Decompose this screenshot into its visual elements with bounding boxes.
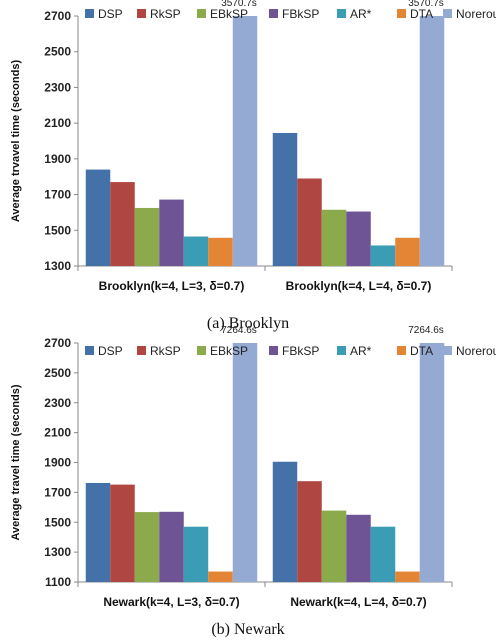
legend-label: AR* bbox=[350, 344, 372, 358]
legend-label: DTA bbox=[410, 344, 433, 358]
y-tick-label: 1900 bbox=[44, 152, 71, 166]
legend-label: RkSP bbox=[150, 344, 181, 358]
bar bbox=[208, 237, 233, 266]
legend-label: FBkSP bbox=[282, 7, 319, 21]
x-category-label: Brooklyn(k=4, L=3, δ=0.7) bbox=[99, 279, 245, 293]
bar bbox=[232, 16, 258, 266]
legend-label: Noreroute bbox=[456, 7, 496, 21]
x-category-label: Newark(k=4, L=4, δ=0.7) bbox=[290, 595, 426, 609]
bar bbox=[159, 199, 184, 266]
legend-swatch bbox=[337, 346, 346, 355]
bar bbox=[370, 526, 396, 582]
bar bbox=[232, 343, 258, 582]
legend-label: AR* bbox=[350, 7, 372, 21]
legend-swatch bbox=[85, 9, 94, 18]
legend-swatch bbox=[397, 346, 406, 355]
y-axis-label: Average trvavel time (seconds) bbox=[10, 60, 22, 223]
y-tick-label: 2100 bbox=[44, 426, 71, 440]
legend-swatch bbox=[337, 9, 346, 18]
bar bbox=[272, 461, 298, 582]
legend-label: DTA bbox=[410, 7, 433, 21]
legend-label: RkSP bbox=[150, 7, 181, 21]
bar bbox=[321, 209, 347, 266]
bar bbox=[85, 169, 111, 266]
legend-swatch bbox=[269, 346, 278, 355]
y-tick-label: 1300 bbox=[44, 545, 71, 559]
legend-swatch bbox=[85, 346, 94, 355]
x-category-label: Brooklyn(k=4, L=4, δ=0.7) bbox=[286, 279, 432, 293]
bar bbox=[419, 343, 445, 582]
bar bbox=[272, 132, 298, 266]
legend-swatch bbox=[443, 346, 452, 355]
bar bbox=[346, 514, 371, 582]
bar bbox=[134, 207, 160, 266]
data-label: 3570.7s bbox=[408, 0, 444, 9]
bar bbox=[85, 482, 111, 582]
legend-label: DSP bbox=[98, 7, 123, 21]
data-label: 7264.6s bbox=[221, 325, 257, 336]
x-category-label: Newark(k=4, L=3, δ=0.7) bbox=[103, 595, 239, 609]
legend-swatch bbox=[397, 9, 406, 18]
data-label: 3570.7s bbox=[221, 0, 257, 9]
bar bbox=[159, 511, 184, 582]
bar bbox=[419, 16, 445, 266]
y-tick-label: 2700 bbox=[44, 336, 71, 350]
y-tick-label: 1700 bbox=[44, 485, 71, 499]
bar bbox=[395, 571, 420, 582]
legend-swatch bbox=[137, 346, 146, 355]
legend-label: DSP bbox=[98, 344, 123, 358]
bar bbox=[110, 484, 135, 582]
bar bbox=[134, 512, 160, 582]
y-tick-label: 2500 bbox=[44, 45, 71, 59]
y-tick-label: 2300 bbox=[44, 80, 71, 94]
y-tick-label: 2100 bbox=[44, 116, 71, 130]
bar bbox=[395, 237, 420, 266]
legend-label: EBkSP bbox=[210, 344, 248, 358]
bar bbox=[183, 236, 209, 266]
legend-swatch bbox=[197, 9, 206, 18]
data-label: 7264.6s bbox=[408, 325, 444, 336]
bar bbox=[297, 178, 322, 266]
legend-swatch bbox=[443, 9, 452, 18]
caption-a: (a) Brooklyn bbox=[207, 315, 289, 332]
bar bbox=[208, 571, 233, 582]
y-tick-label: 1300 bbox=[44, 259, 71, 273]
y-tick-label: 1100 bbox=[45, 575, 71, 589]
legend-swatch bbox=[137, 9, 146, 18]
y-tick-label: 1900 bbox=[44, 456, 71, 470]
y-tick-label: 2300 bbox=[44, 396, 71, 410]
y-tick-label: 1500 bbox=[44, 223, 71, 237]
bar bbox=[297, 481, 322, 582]
y-tick-label: 2500 bbox=[44, 366, 71, 380]
bar bbox=[370, 245, 396, 266]
y-tick-label: 2700 bbox=[44, 9, 71, 23]
y-tick-label: 1500 bbox=[44, 515, 71, 529]
legend-swatch bbox=[197, 346, 206, 355]
caption-b: (b) Newark bbox=[211, 621, 284, 638]
y-axis-label: Average travel time (seconds) bbox=[10, 384, 22, 540]
bar bbox=[346, 211, 371, 266]
legend-label: EBkSP bbox=[210, 7, 248, 21]
y-tick-label: 1700 bbox=[44, 188, 71, 202]
bar bbox=[321, 510, 347, 582]
legend-swatch bbox=[269, 9, 278, 18]
legend-label: FBkSP bbox=[282, 344, 319, 358]
legend-label: Noreroute bbox=[456, 344, 496, 358]
bar bbox=[110, 182, 135, 266]
bar bbox=[183, 526, 209, 582]
